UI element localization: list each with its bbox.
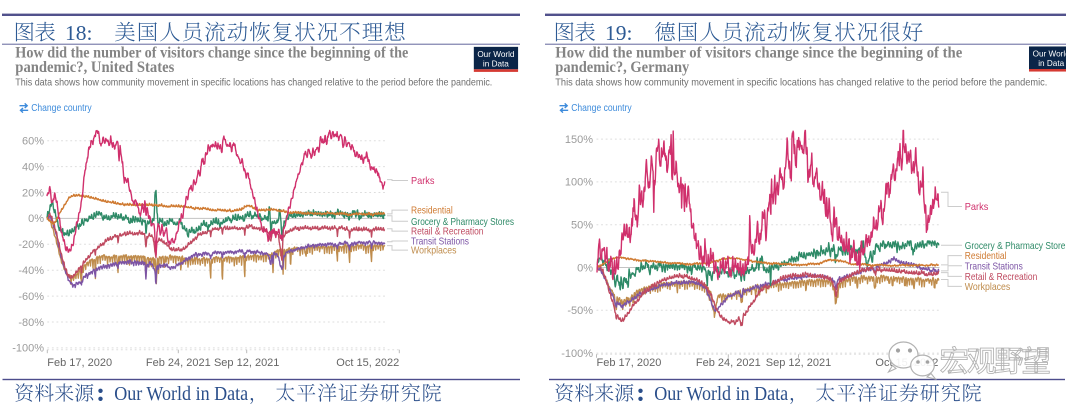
svg-text:-40%: -40% [18, 265, 44, 277]
svg-text:Sep 12, 2021: Sep 12, 2021 [766, 357, 831, 369]
svg-text:0%: 0% [577, 262, 593, 274]
svg-text:100%: 100% [565, 177, 593, 189]
svg-text:How did the number of visitors: How did the number of visitors change si… [15, 45, 408, 62]
svg-text:in Data: in Data [1038, 59, 1064, 68]
svg-text:Change country: Change country [31, 102, 92, 114]
svg-text:Feb 24, 2021: Feb 24, 2021 [146, 357, 211, 369]
svg-text:Transit Stations: Transit Stations [411, 237, 469, 248]
svg-text:Feb 17, 2020: Feb 17, 2020 [47, 357, 112, 369]
svg-text:Feb 24, 2021: Feb 24, 2021 [696, 357, 761, 369]
svg-text:-100%: -100% [12, 343, 44, 355]
svg-text:Residential: Residential [965, 251, 1007, 262]
svg-text:40%: 40% [22, 161, 44, 173]
svg-text:Parks: Parks [411, 176, 435, 187]
svg-text:in Data: in Data [483, 59, 509, 68]
svg-text:This data shows how community: This data shows how community movement i… [555, 78, 1047, 89]
svg-text:-50%: -50% [567, 305, 593, 317]
svg-text:Change country: Change country [571, 102, 632, 114]
svg-text:Grocery & Pharmacy Store: Grocery & Pharmacy Store [965, 241, 1066, 252]
svg-text:-100%: -100% [561, 348, 593, 360]
svg-text:18:: 18: [65, 21, 93, 45]
svg-text:Workplaces: Workplaces [411, 246, 457, 257]
svg-text:50%: 50% [571, 220, 593, 232]
svg-text:20%: 20% [22, 187, 44, 199]
svg-text:How did the number of visitors: How did the number of visitors change si… [555, 45, 962, 62]
svg-text:Oct 15, 2022: Oct 15, 2022 [336, 357, 399, 369]
svg-text:60%: 60% [22, 136, 44, 148]
svg-text:Residential: Residential [411, 206, 453, 217]
svg-text:Retail & Recreation: Retail & Recreation [411, 227, 484, 238]
svg-text:Sep 12, 2021: Sep 12, 2021 [214, 357, 279, 369]
svg-text:-80%: -80% [18, 317, 44, 329]
svg-text:150%: 150% [565, 134, 593, 146]
svg-text:-20%: -20% [18, 239, 44, 251]
svg-text:Grocery & Pharmacy Stores: Grocery & Pharmacy Stores [411, 217, 514, 228]
svg-text:Our World: Our World [477, 50, 515, 59]
svg-text:pandemic?, United States: pandemic?, United States [15, 59, 174, 76]
svg-text:Our World in Data: Our World in Data [654, 384, 788, 405]
svg-text:Retail & Recreation: Retail & Recreation [965, 272, 1038, 283]
svg-text:Our World in Data: Our World in Data [114, 384, 248, 405]
svg-text:Our World: Our World [1033, 50, 1071, 59]
svg-text:19:: 19: [605, 21, 633, 45]
svg-text:0%: 0% [28, 213, 44, 225]
svg-text:Workplaces: Workplaces [965, 282, 1011, 293]
svg-text:Parks: Parks [965, 202, 989, 213]
svg-text:Transit Stations: Transit Stations [965, 261, 1023, 272]
svg-text:pandemic?, Germany: pandemic?, Germany [555, 59, 689, 76]
svg-text:Feb 17, 2020: Feb 17, 2020 [597, 357, 662, 369]
svg-text:This data shows how community: This data shows how community movement i… [15, 78, 492, 89]
svg-text:-60%: -60% [18, 291, 44, 303]
